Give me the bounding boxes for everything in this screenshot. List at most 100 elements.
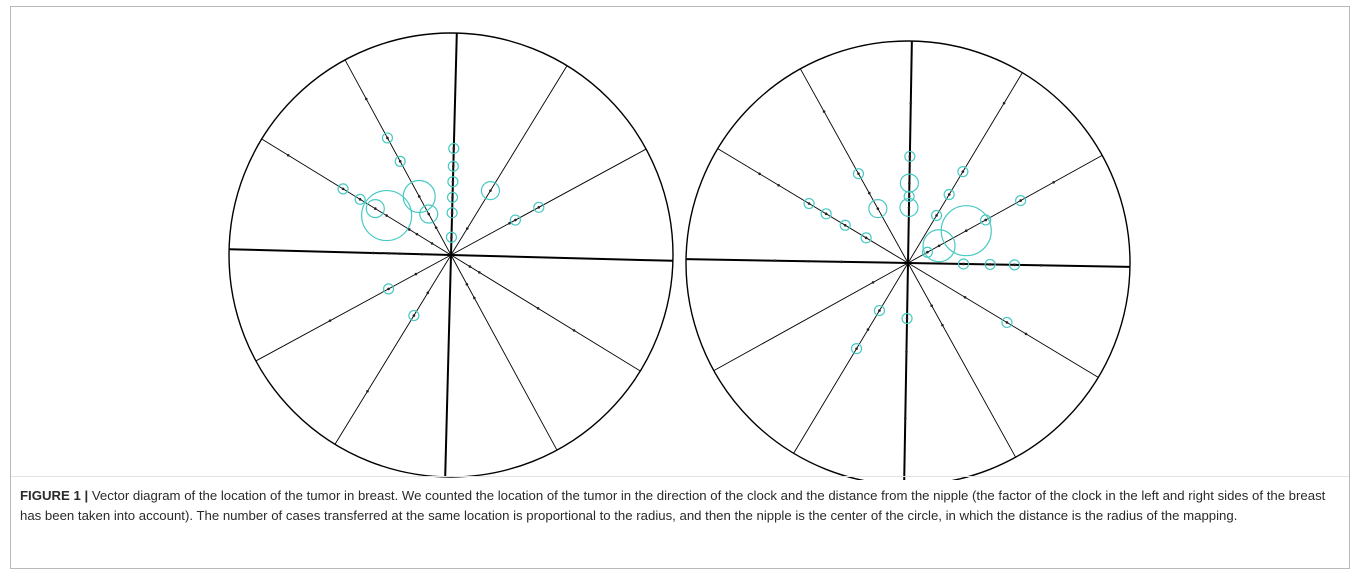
figure-caption-text: Vector diagram of the location of the tu… (20, 488, 1326, 523)
clock-spoke (903, 262, 909, 480)
case-count-ring (899, 197, 919, 218)
tumor-location-dot (412, 314, 416, 317)
case-count-ring (337, 183, 349, 195)
tumor-location-dot (840, 260, 843, 264)
tumor-location-dot (430, 242, 434, 245)
case-count-ring (448, 142, 460, 155)
case-count-ring (1008, 259, 1021, 271)
clock-spoke (450, 254, 673, 262)
case-count-ring (984, 258, 996, 271)
tumor-location-dot (451, 195, 454, 199)
clock-spoke (255, 254, 452, 362)
tumor-location-dot (468, 265, 472, 268)
vector-diagrams (228, 32, 1131, 480)
tumor-location-dot (341, 187, 345, 191)
clock-outline-circle (685, 40, 1131, 480)
case-count-ring (930, 209, 943, 222)
tumor-location-dot (903, 417, 907, 420)
tumor-location-dot (536, 307, 540, 310)
case-count-ring (860, 232, 872, 244)
tumor-location-dot (426, 291, 430, 295)
clock-spoke (907, 262, 1017, 458)
tumor-location-dot (465, 227, 469, 230)
case-count-ring (850, 343, 863, 355)
case-count-ring (408, 309, 420, 322)
tumor-location-dot (963, 296, 967, 299)
case-count-ring (803, 197, 815, 210)
tumor-location-dot (1039, 264, 1043, 267)
tumor-location-dot (514, 218, 517, 222)
clock-spoke (334, 254, 452, 445)
case-count-ring (852, 168, 865, 180)
case-count-ring (445, 231, 458, 243)
tumor-location-dot (1052, 180, 1055, 184)
case-count-ring (943, 188, 955, 201)
tumor-location-dot (878, 309, 881, 312)
tumor-location-dot (930, 304, 933, 308)
tumor-location-dot (866, 328, 870, 331)
case-count-ring (446, 207, 458, 219)
case-count-ring (394, 155, 406, 167)
case-count-ring (940, 205, 992, 257)
tumor-location-dot (824, 212, 828, 216)
figure-caption: FIGURE 1 | Vector diagram of the locatio… (20, 486, 1340, 526)
tumor-location-dot (386, 136, 389, 140)
tumor-location-dot (988, 263, 992, 266)
case-count-ring (922, 229, 956, 263)
tumor-location-dot (434, 226, 438, 229)
clock-spoke (713, 262, 909, 372)
tumor-location-dot (876, 207, 880, 210)
clock-spoke (686, 258, 909, 264)
tumor-location-dot (473, 296, 476, 300)
tumor-location-dot (398, 160, 402, 163)
tumor-location-dot (908, 181, 911, 185)
tumor-location-dot (328, 319, 332, 322)
tumor-location-dot (572, 329, 576, 332)
tumor-location-dot (415, 232, 419, 236)
tumor-location-dot (806, 259, 810, 263)
case-count-ring (957, 166, 969, 178)
tumor-location-dot (941, 323, 944, 327)
tumor-location-dot (905, 317, 909, 320)
tumor-location-dot (1002, 101, 1006, 105)
clock-spoke (450, 254, 558, 451)
tumor-location-dot (857, 172, 860, 175)
right-breast-diagram (685, 40, 1131, 480)
tumor-location-dot (1024, 332, 1028, 336)
tumor-location-dot (387, 287, 390, 291)
case-count-ring (904, 150, 916, 163)
tumor-location-dot (1013, 263, 1016, 267)
case-count-ring (921, 246, 934, 258)
tumor-location-dot (452, 147, 456, 150)
tumor-location-dot (420, 252, 424, 256)
tumor-location-dot (450, 235, 453, 239)
tumor-location-dot (398, 252, 402, 255)
tumor-location-dot (286, 153, 290, 157)
case-count-ring (446, 191, 459, 203)
tumor-location-dot (537, 206, 541, 209)
tumor-location-dot (962, 262, 965, 266)
case-count-ring (533, 201, 545, 213)
tumor-location-dot (366, 389, 369, 393)
case-count-ring (480, 181, 501, 201)
case-count-ring (820, 208, 832, 220)
case-count-ring (447, 160, 459, 172)
tumor-location-dot (758, 172, 761, 176)
case-count-ring (509, 214, 521, 226)
clock-spoke (793, 262, 909, 454)
tumor-location-dot (871, 281, 875, 284)
tumor-location-dot (909, 101, 913, 105)
tumor-location-dot (408, 228, 411, 231)
tumor-location-dot (937, 244, 941, 248)
tumor-location-dot (465, 282, 469, 286)
tumor-location-dot (984, 218, 987, 222)
clock-spoke (229, 248, 452, 256)
tumor-location-dot (373, 207, 377, 210)
case-count-ring (1015, 194, 1027, 207)
tumor-location-dot (961, 170, 965, 173)
case-count-ring (382, 283, 395, 295)
tumor-location-dot (452, 164, 455, 168)
clock-spoke (799, 68, 909, 264)
tumor-location-dot (822, 110, 826, 113)
case-count-ring (901, 312, 913, 325)
